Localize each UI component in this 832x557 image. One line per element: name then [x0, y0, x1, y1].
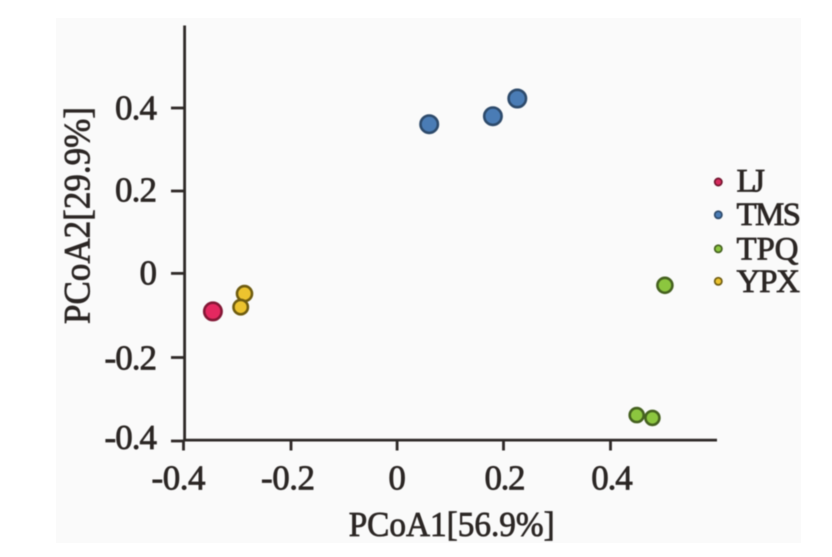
- svg-text:LJ: LJ: [737, 164, 766, 200]
- svg-text:-0.2: -0.2: [105, 338, 158, 377]
- svg-text:-0.4: -0.4: [152, 459, 206, 498]
- svg-text:0.4: 0.4: [115, 89, 157, 128]
- svg-text:0.4: 0.4: [591, 459, 633, 498]
- svg-text:-0.2: -0.2: [261, 459, 315, 498]
- svg-text:0: 0: [140, 254, 158, 293]
- svg-text:0.2: 0.2: [485, 459, 526, 498]
- svg-text:YPX: YPX: [737, 264, 801, 300]
- svg-text:TPQ: TPQ: [737, 231, 799, 267]
- svg-text:0: 0: [388, 459, 406, 498]
- svg-text:-0.4: -0.4: [105, 418, 158, 457]
- svg-text:PCoA1[56.9%]: PCoA1[56.9%]: [349, 505, 555, 544]
- svg-text:TMS: TMS: [737, 197, 802, 233]
- svg-text:PCoA2[29.9%]: PCoA2[29.9%]: [58, 107, 99, 324]
- svg-text:0.2: 0.2: [115, 170, 157, 209]
